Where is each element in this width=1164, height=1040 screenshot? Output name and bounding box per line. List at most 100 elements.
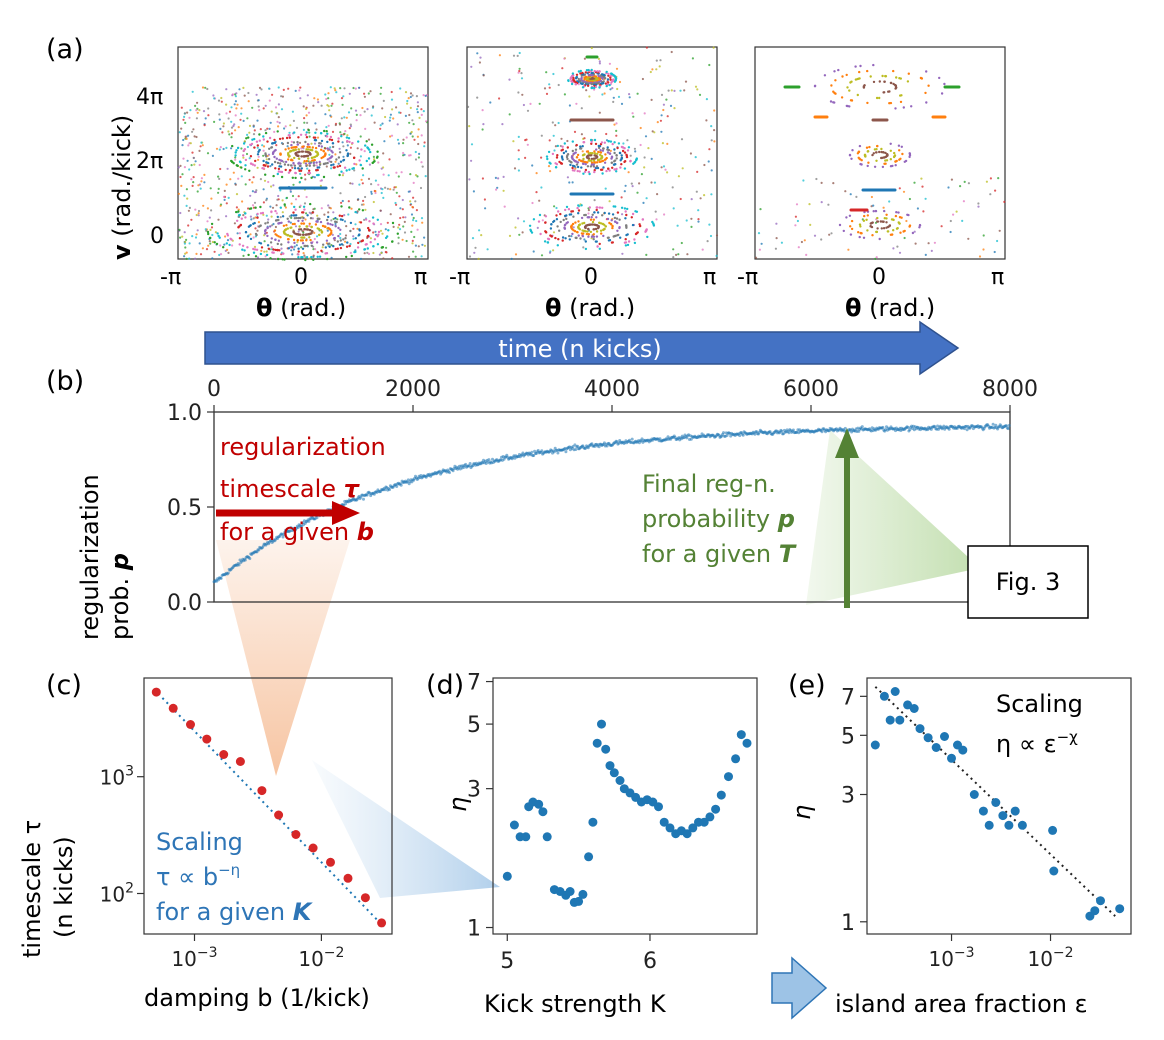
- pp1-chaos-point: [256, 119, 259, 122]
- pp3-chaos-point: [978, 255, 982, 258]
- pp2-point: [583, 78, 586, 82]
- pp1-point: [264, 164, 267, 167]
- pp1-point: [306, 145, 309, 149]
- pp2-xtick-right: π: [703, 265, 716, 290]
- pp1-chaos-point: [233, 222, 236, 225]
- pp2-chaos-point: [601, 93, 604, 96]
- pp1-chaos-point: [354, 223, 357, 226]
- pp3-point: [884, 159, 887, 162]
- pp1-chaos-point: [359, 114, 362, 117]
- pp1-chaos-point: [247, 207, 250, 210]
- pp2-chaos-point: [660, 114, 663, 117]
- pp2-point: [528, 224, 532, 227]
- pp1-point: [289, 164, 293, 167]
- pp3-point: [863, 214, 866, 218]
- pp2-point: [598, 86, 601, 89]
- pp1-chaos-point: [210, 209, 213, 212]
- pp1-chaos-point: [402, 142, 405, 145]
- b-point: [307, 519, 311, 523]
- pp1-chaos-point: [334, 123, 337, 127]
- pp2-point: [586, 161, 589, 164]
- pp1-chaos-point: [346, 144, 349, 147]
- b-point: [243, 558, 247, 562]
- pp1-point: [276, 215, 279, 219]
- d-ytick-label: 5: [467, 713, 481, 738]
- e-point: [885, 715, 895, 725]
- b-xtick-label: 4000: [584, 377, 640, 402]
- pp2-point: [597, 74, 600, 78]
- pp1-chaos-point: [380, 251, 383, 255]
- pp2-point: [576, 161, 580, 164]
- pp1-point: [287, 241, 290, 244]
- pp1-chaos-point: [194, 257, 197, 260]
- pp1-x-label: θ (rad.): [256, 294, 346, 322]
- e-point: [1017, 820, 1027, 830]
- pp3-chaos-point: [830, 232, 833, 235]
- pp2-chaos-point: [660, 130, 663, 133]
- pp2-point: [565, 217, 568, 221]
- pp1-point: [292, 149, 296, 152]
- pp1-chaos-point: [320, 104, 323, 107]
- d-point: [711, 804, 721, 814]
- pp2-point: [587, 157, 591, 160]
- pp1-chaos-point: [192, 156, 195, 160]
- pp1-chaos-point: [395, 171, 398, 174]
- pp2-point: [632, 162, 635, 165]
- pp2-chaos-point: [697, 218, 700, 221]
- pp2-chaos-point: [573, 130, 577, 133]
- pp3-point: [878, 96, 881, 100]
- pp2-point: [578, 158, 581, 162]
- pp1-chaos-point: [186, 159, 189, 162]
- pp3-point: [876, 227, 879, 230]
- d-point: [654, 802, 663, 812]
- pp1-point: [323, 129, 326, 133]
- pp2-point: [641, 218, 645, 221]
- pp1-point: [281, 258, 284, 261]
- pp1-point: [339, 239, 342, 242]
- pp1-point: [391, 240, 394, 243]
- pp1-point: [345, 169, 348, 172]
- pp2-point: [576, 206, 579, 210]
- pp1-chaos-point: [188, 168, 191, 171]
- panel-c-y-label-line2: (n kicks): [50, 836, 78, 938]
- pp1-point: [364, 144, 367, 147]
- pp1-point: [358, 228, 361, 231]
- pp2-chaos-point: [690, 198, 693, 201]
- pp2-point: [634, 232, 638, 236]
- pp2-point: [576, 169, 579, 173]
- pp1-chaos-point: [249, 215, 252, 218]
- pp1-chaos-point: [289, 124, 292, 127]
- pp1-chaos-point: [231, 244, 234, 247]
- pp2-point: [545, 231, 548, 234]
- pp3-xtick-mid: 0: [872, 265, 886, 290]
- panel-c-x-label: damping b (1/kick): [144, 984, 370, 1012]
- pp2-point: [556, 144, 559, 148]
- pp1-chaos-point: [367, 177, 371, 180]
- pp1-point: [305, 239, 308, 242]
- pp3-chaos-point: [875, 256, 878, 259]
- pp2-chaos-point: [696, 170, 699, 173]
- d-point: [682, 829, 692, 839]
- pp1-chaos-point: [237, 177, 240, 180]
- pp1-chaos-point: [252, 133, 256, 136]
- pp1-chaos-point: [329, 114, 332, 117]
- pp2-chaos-point: [514, 253, 518, 256]
- pp1-point: [302, 233, 305, 236]
- pp3-point: [863, 84, 866, 87]
- e-point: [940, 732, 949, 741]
- pp3-point: [894, 160, 897, 163]
- pp1-point: [371, 216, 375, 219]
- pp2-chaos-point: [680, 241, 683, 245]
- pp1-point: [273, 229, 277, 232]
- pp1-chaos-point: [343, 87, 346, 90]
- pp1-point: [249, 143, 252, 146]
- pp2-point: [623, 160, 626, 164]
- pp1-chaos-point: [246, 133, 249, 136]
- pp1-point: [312, 258, 315, 261]
- pp1-point: [384, 236, 388, 240]
- pp3-chaos-point: [993, 250, 996, 254]
- pp1-chaos-point: [257, 155, 260, 158]
- pp1-point: [314, 223, 318, 226]
- pp1-point: [319, 220, 323, 224]
